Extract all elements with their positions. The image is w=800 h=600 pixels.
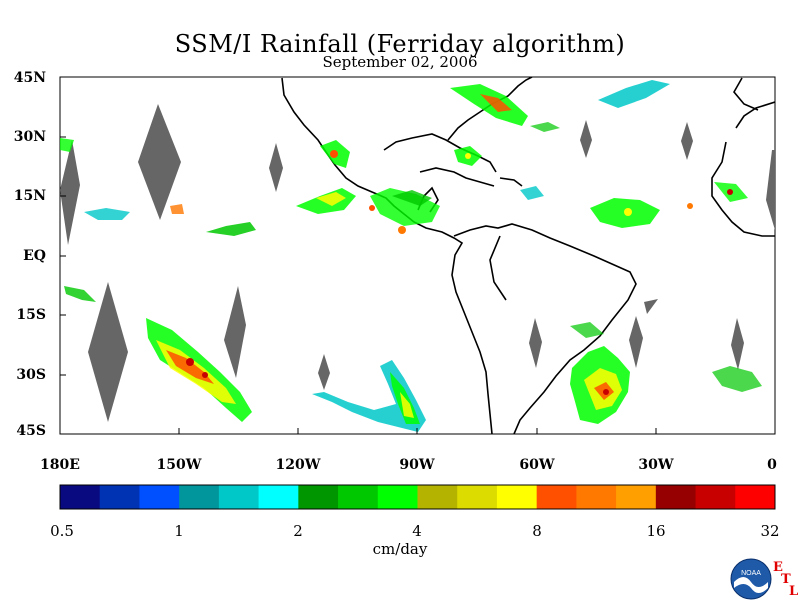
lon-label: 150W xyxy=(156,457,202,473)
colorbar-label: 1 xyxy=(174,522,184,540)
map-subtitle: September 02, 2006 xyxy=(322,53,478,71)
lat-label: 15N xyxy=(13,188,46,204)
colorbar-swatch xyxy=(655,485,697,509)
colorbar-swatch xyxy=(457,485,498,509)
colorbar-swatch xyxy=(179,485,220,509)
colorbar-label: 32 xyxy=(760,522,780,540)
colorbar-swatch xyxy=(377,485,418,509)
colorbar-swatch xyxy=(298,485,339,509)
colorbar-label: 8 xyxy=(532,522,542,540)
lat-label: 30S xyxy=(16,367,46,383)
rain-fields xyxy=(60,80,762,432)
lon-label: 60W xyxy=(519,457,555,473)
colorbar-frame xyxy=(59,484,776,510)
lat-label: 30N xyxy=(13,129,46,145)
colorbar xyxy=(60,485,776,509)
lat-label: EQ xyxy=(23,248,46,264)
etl-letter: T xyxy=(781,572,791,587)
map-title: SSM/I Rainfall (Ferriday algorithm) xyxy=(174,30,626,58)
colorbar-swatch xyxy=(496,485,538,509)
colorbar-label: 4 xyxy=(412,522,422,540)
etl-letter: E xyxy=(773,560,783,575)
colorbar-label: 16 xyxy=(646,522,666,540)
colorbar-swatch xyxy=(576,485,617,509)
missing-data-swaths xyxy=(60,104,775,422)
lon-label: 180E xyxy=(40,457,80,473)
logo-text: NOAA xyxy=(741,570,761,577)
colorbar-swatch xyxy=(218,485,260,509)
colorbar-swatch xyxy=(338,485,379,509)
colorbar-swatch xyxy=(60,485,101,509)
colorbar-swatch xyxy=(695,485,736,509)
colorbar-label: 2 xyxy=(293,522,303,540)
noaa-logo-icon: NOAA xyxy=(730,558,772,600)
lat-label: 45N xyxy=(13,70,46,86)
lon-label: 30W xyxy=(638,457,674,473)
colorbar-swatch xyxy=(536,485,577,509)
colorbar-swatch xyxy=(417,485,458,509)
lat-label: 45S xyxy=(16,423,46,439)
colorbar-swatch xyxy=(258,485,299,509)
lat-label: 15S xyxy=(16,307,46,323)
colorbar-swatch xyxy=(99,485,140,509)
lon-label: 0 xyxy=(767,457,777,473)
colorbar-swatch xyxy=(616,485,657,509)
colorbar-swatch xyxy=(735,485,776,509)
lon-label: 90W xyxy=(399,457,435,473)
axis-ticks xyxy=(59,76,776,435)
lon-label: 120W xyxy=(275,457,321,473)
colorbar-swatch xyxy=(139,485,180,509)
etl-letter: L xyxy=(789,584,799,599)
colorbar-label: 0.5 xyxy=(50,522,74,540)
colorbar-units: cm/day xyxy=(372,540,428,558)
